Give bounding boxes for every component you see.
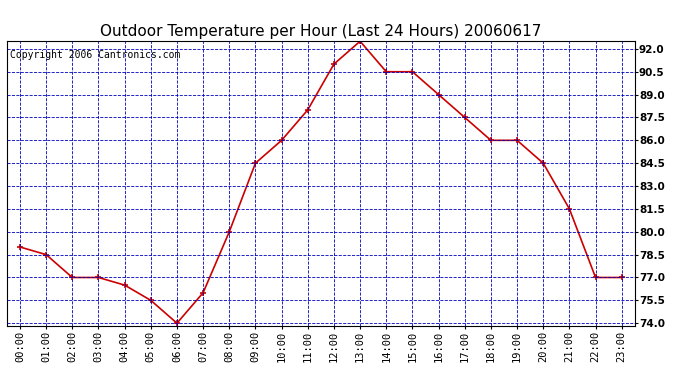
Title: Outdoor Temperature per Hour (Last 24 Hours) 20060617: Outdoor Temperature per Hour (Last 24 Ho… — [100, 24, 542, 39]
Text: Copyright 2006 Cantronics.com: Copyright 2006 Cantronics.com — [10, 50, 180, 60]
